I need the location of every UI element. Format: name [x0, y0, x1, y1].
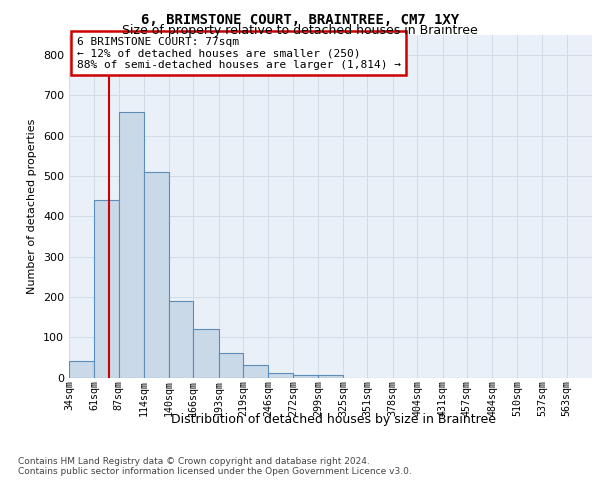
Bar	[119, 112, 144, 378]
Text: Size of property relative to detached houses in Braintree: Size of property relative to detached ho…	[122, 24, 478, 37]
Bar	[293, 376, 319, 378]
Text: Distribution of detached houses by size in Braintree: Distribution of detached houses by size …	[170, 412, 496, 426]
Bar	[319, 376, 343, 378]
Bar	[193, 329, 218, 378]
Text: Contains HM Land Registry data © Crown copyright and database right 2024.: Contains HM Land Registry data © Crown c…	[18, 458, 370, 466]
Bar	[268, 374, 293, 378]
Bar	[94, 200, 119, 378]
Text: 6, BRIMSTONE COURT, BRAINTREE, CM7 1XY: 6, BRIMSTONE COURT, BRAINTREE, CM7 1XY	[141, 12, 459, 26]
Bar	[69, 362, 94, 378]
Text: 6 BRIMSTONE COURT: 77sqm
← 12% of detached houses are smaller (250)
88% of semi-: 6 BRIMSTONE COURT: 77sqm ← 12% of detach…	[77, 36, 401, 70]
Bar	[243, 366, 268, 378]
Y-axis label: Number of detached properties: Number of detached properties	[28, 118, 37, 294]
Bar	[169, 301, 193, 378]
Bar	[144, 172, 169, 378]
Text: Contains public sector information licensed under the Open Government Licence v3: Contains public sector information licen…	[18, 468, 412, 476]
Bar	[218, 354, 243, 378]
